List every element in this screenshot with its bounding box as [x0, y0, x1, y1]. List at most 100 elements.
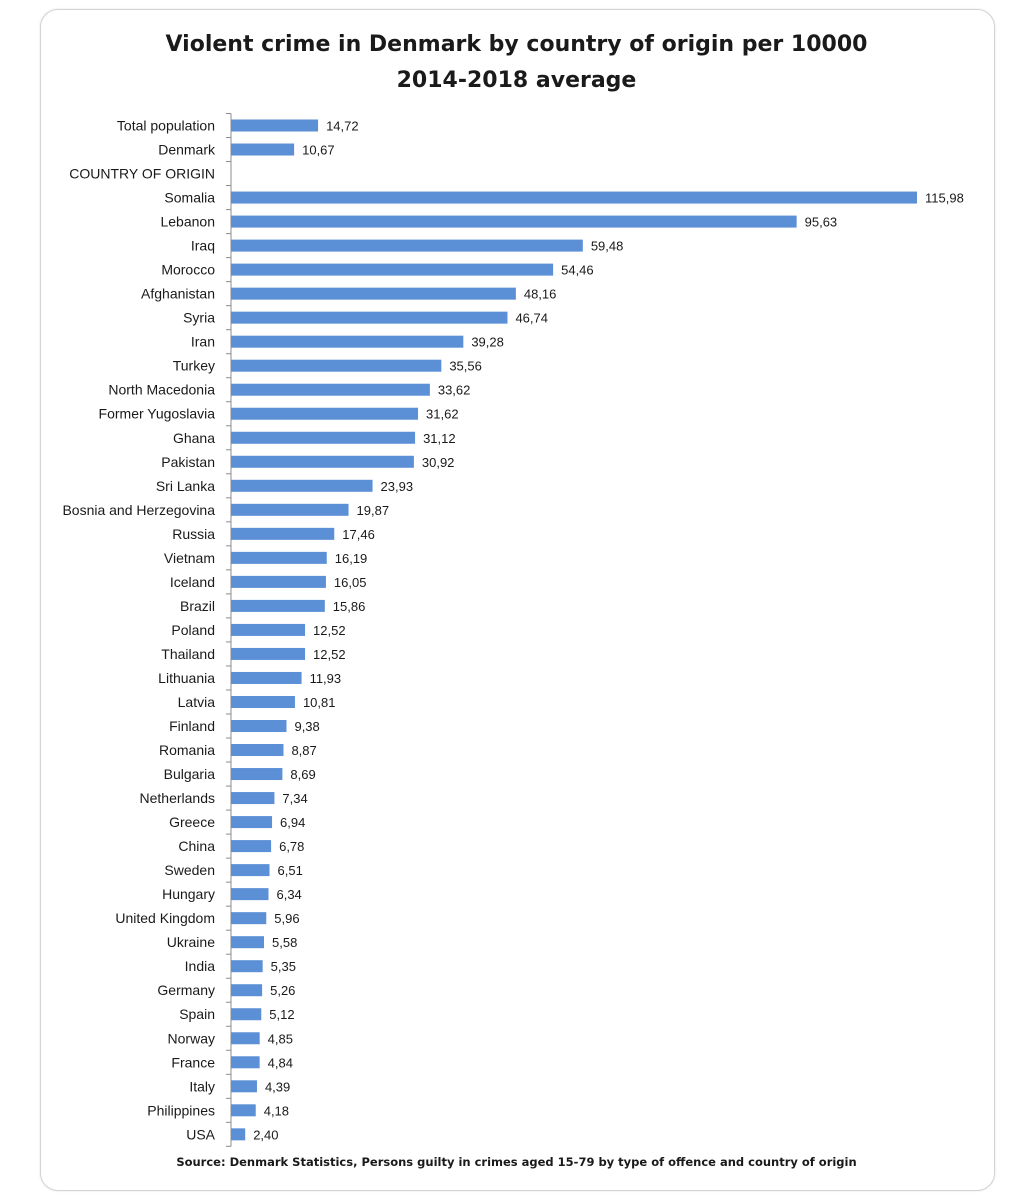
category-label: Pakistan [161, 454, 215, 470]
data-label: 4,18 [264, 1103, 289, 1118]
data-label: 10,81 [303, 695, 336, 710]
data-label: 33,62 [438, 383, 471, 398]
bar [231, 720, 287, 732]
bar [231, 455, 414, 468]
bar [231, 431, 416, 444]
data-label: 95,63 [805, 215, 838, 230]
category-label: Turkey [173, 358, 215, 374]
data-label: 54,46 [561, 263, 594, 278]
data-label: 16,05 [334, 575, 367, 590]
chart-frame [40, 9, 995, 1191]
bar [231, 1032, 260, 1045]
category-label: Brazil [180, 598, 215, 614]
chart-subtitle: 2014-2018 average [396, 68, 637, 93]
data-label: 46,74 [515, 311, 548, 326]
bar [231, 239, 583, 252]
category-label: USA [186, 1126, 215, 1142]
data-label: 115,98 [925, 191, 964, 206]
bar [231, 936, 265, 949]
bar [231, 191, 917, 204]
category-label: Thailand [161, 646, 215, 662]
category-label: Morocco [161, 262, 215, 278]
data-label: 5,58 [272, 935, 297, 950]
bar [231, 1128, 246, 1141]
data-label: 4,85 [268, 1031, 293, 1046]
bar [231, 575, 326, 588]
data-label: 30,92 [422, 455, 455, 470]
bar [231, 503, 349, 516]
data-label: 15,86 [333, 599, 366, 614]
bar [231, 647, 306, 660]
category-label: Greece [169, 814, 215, 830]
category-label: Poland [171, 622, 215, 638]
category-label: Lithuania [158, 670, 215, 686]
category-label: Russia [172, 526, 215, 542]
bar [231, 407, 419, 420]
category-label: North Macedonia [108, 382, 215, 398]
bar [231, 623, 306, 636]
bar [231, 695, 295, 708]
data-label: 23,93 [381, 479, 414, 494]
data-label: 19,87 [357, 503, 390, 518]
bar [231, 960, 263, 973]
category-label: Ghana [173, 430, 215, 446]
data-label: 39,28 [471, 335, 504, 350]
data-label: 5,96 [274, 911, 299, 926]
bar [231, 840, 272, 853]
category-label: Iceland [170, 574, 215, 590]
data-label: 31,62 [426, 407, 459, 422]
data-label: 8,87 [291, 743, 316, 758]
data-label: 6,34 [276, 887, 301, 902]
category-label: Spain [179, 1006, 215, 1022]
category-label: Denmark [158, 142, 216, 158]
bar [231, 335, 464, 348]
bar [231, 143, 295, 156]
category-label: Romania [159, 742, 215, 758]
data-label: 14,72 [326, 119, 359, 134]
data-label: 5,35 [271, 959, 296, 974]
chart-title: Violent crime in Denmark by country of o… [165, 32, 868, 57]
bar [231, 383, 430, 396]
data-label: 5,12 [269, 1007, 294, 1022]
data-label: 35,56 [449, 359, 482, 374]
data-label: 4,84 [268, 1055, 293, 1070]
data-label: 48,16 [524, 287, 557, 302]
bar [231, 359, 442, 372]
data-label: 11,93 [310, 671, 342, 686]
data-label: 16,19 [335, 551, 368, 566]
bar [231, 792, 275, 805]
bar [231, 864, 270, 877]
bar [231, 1104, 256, 1117]
data-label: 31,12 [423, 431, 456, 446]
bar [231, 527, 335, 540]
category-label: Italy [189, 1078, 215, 1094]
data-label: 7,34 [282, 791, 307, 806]
category-label: China [178, 838, 215, 854]
category-label: Ukraine [167, 934, 215, 950]
data-label: 9,38 [294, 719, 319, 734]
category-label: Iraq [191, 238, 215, 254]
bar [231, 551, 327, 564]
category-label: Bulgaria [164, 766, 216, 782]
bar [231, 599, 325, 612]
bar [231, 1056, 260, 1069]
category-label: India [185, 958, 216, 974]
bar [231, 768, 283, 781]
bar [231, 311, 508, 324]
bar [231, 984, 263, 997]
category-label: Germany [157, 982, 215, 998]
data-label: 6,51 [278, 863, 303, 878]
category-label: Sweden [164, 862, 215, 878]
bar [231, 479, 373, 492]
category-label: Norway [168, 1030, 215, 1046]
category-label: Vietnam [164, 550, 215, 566]
data-label: 2,40 [253, 1127, 278, 1142]
category-label: Syria [183, 310, 215, 326]
category-label: Philippines [147, 1102, 215, 1118]
data-label: 6,94 [280, 815, 305, 830]
data-label: 5,26 [270, 983, 295, 998]
category-label: Netherlands [140, 790, 216, 806]
category-label: France [171, 1054, 215, 1070]
category-label: Iran [191, 334, 215, 350]
